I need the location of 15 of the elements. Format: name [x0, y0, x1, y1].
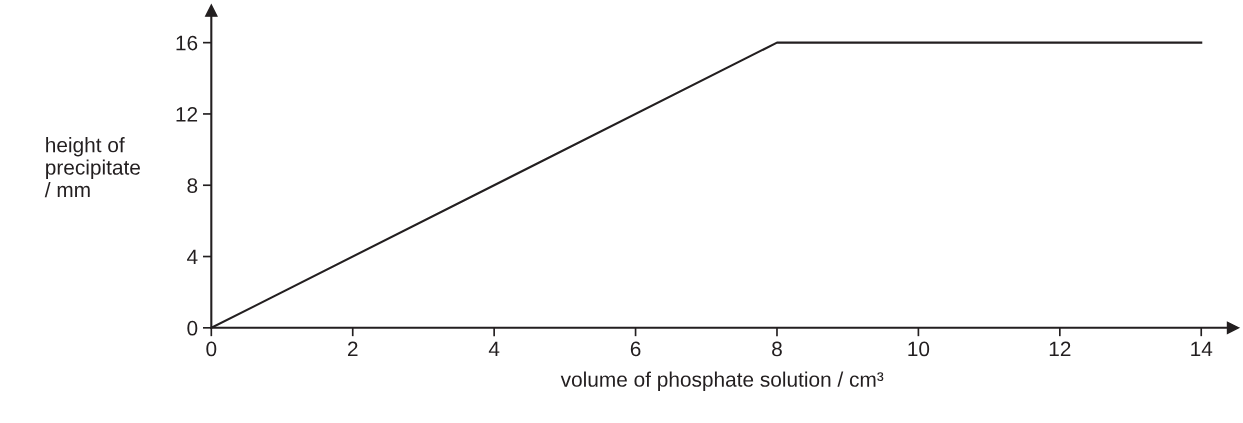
x-tick-label: 8 — [772, 341, 782, 357]
y-tick-label: 12 — [176, 106, 198, 122]
x-tick-label: 2 — [347, 341, 358, 357]
x-tick-label: 6 — [630, 341, 641, 357]
x-tick-label: 0 — [206, 341, 217, 357]
y-tick-label: 0 — [187, 320, 198, 336]
x-tick-label: 12 — [1049, 341, 1071, 357]
x-tick-label: 14 — [1191, 341, 1213, 357]
x-axis-title: volume of phosphate solution / cm³ — [560, 371, 884, 391]
x-tick-label: 4 — [488, 341, 500, 357]
y-tick-label: 16 — [176, 35, 198, 51]
y-tick-label: 4 — [187, 249, 198, 265]
x-tick-label: 10 — [908, 341, 930, 357]
y-axis-title: height of precipitate / mm — [44, 137, 140, 198]
y-tick-label: 8 — [187, 178, 198, 193]
